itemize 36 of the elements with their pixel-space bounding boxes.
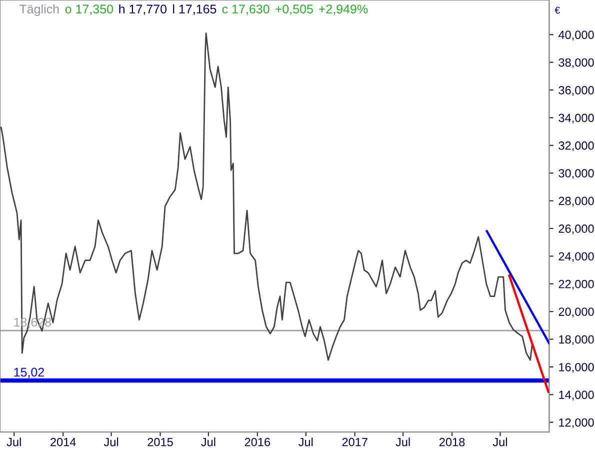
y-tick-label: 38,000 (558, 58, 594, 68)
line-series (0, 32, 533, 361)
y-tick-label: 30,000 (558, 169, 594, 179)
x-tick-label: 2018 (439, 438, 465, 446)
x-tick-label: Jul (6, 438, 21, 446)
x-tick-label: 2017 (342, 438, 368, 446)
y-tick-label: 32,000 (558, 141, 594, 152)
annotation: h 17,770 (119, 4, 167, 15)
y-axis-title: € (554, 6, 560, 14)
y-tick-label: 36,000 (558, 86, 594, 96)
x-tick-label: 2016 (244, 438, 270, 446)
annotation: +2,949% (318, 4, 368, 15)
y-tick-label: 40,000 (558, 30, 594, 40)
y-tick-label: 28,000 (558, 196, 594, 207)
y-tick-label: 34,000 (558, 114, 594, 124)
y-tick-label: 20,000 (558, 308, 594, 318)
annotation: l 17,165 (173, 4, 216, 15)
x-tick-label: 2014 (50, 438, 76, 446)
y-tick-label: 18,000 (559, 335, 594, 346)
y-tick-label: 12,000 (559, 418, 594, 428)
x-tick-label: Jul (201, 438, 216, 446)
y-tick-label: 16,000 (559, 362, 594, 373)
y-tick-label: 26,000 (558, 224, 594, 234)
annotation: c 17,630 (222, 4, 270, 15)
ref-line-label: 15,02 (14, 368, 44, 378)
x-tick-label: 2015 (148, 438, 173, 446)
x-tick-label: Jul (396, 438, 410, 446)
annotation: +0,505 (275, 4, 313, 15)
y-tick-label: 24,000 (558, 252, 594, 262)
annotation: o 17,350 (65, 4, 114, 15)
x-tick-label: Jul (104, 438, 118, 446)
y-tick-label: 14,000 (559, 390, 594, 400)
x-tick-label: Jul (298, 438, 313, 446)
y-tick-label: 22,000 (558, 280, 594, 290)
annotation: Täglich (20, 4, 59, 16)
x-tick-label: Jul (492, 438, 507, 446)
